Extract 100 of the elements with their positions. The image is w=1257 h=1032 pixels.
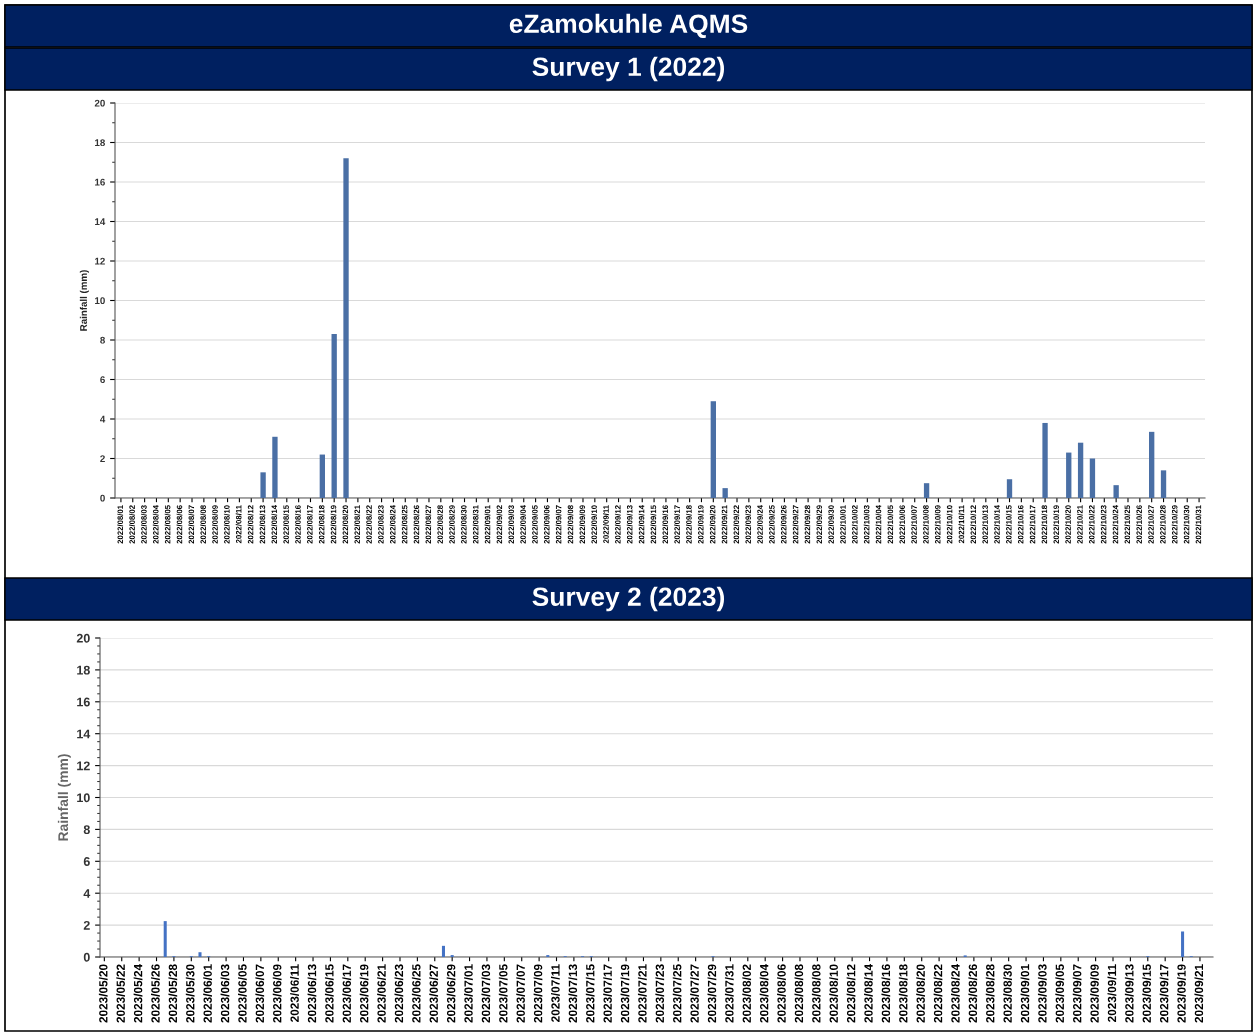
x-tick-label: 2023/06/23	[394, 964, 404, 1023]
y-tick-label: 16	[77, 697, 90, 707]
x-tick-label: 2023/07/29	[707, 964, 717, 1023]
y-tick-label: 0	[83, 952, 90, 962]
x-tick-label: 2023/06/15	[324, 964, 334, 1023]
x-tick-label: 2023/06/27	[429, 964, 439, 1023]
bar	[1113, 485, 1119, 498]
x-tick-label: 2023/07/11	[551, 964, 560, 1022]
x-tick-label: 2023/08/10	[829, 964, 839, 1023]
x-tick-label: 2023/08/08	[794, 964, 804, 1023]
bar	[1160, 470, 1167, 498]
y-tick-label: 2	[100, 455, 105, 463]
bar	[1006, 479, 1013, 498]
x-tick-label: 2023/06/29	[446, 964, 456, 1023]
bar	[1089, 458, 1096, 498]
y-axis-title: Rainfall (mm)	[79, 270, 89, 331]
x-tick-label: 2023/09/19	[1177, 964, 1186, 1023]
x-tick-label: 2023/07/01	[464, 964, 473, 1023]
x-tick-label: 2023/08/02	[742, 964, 752, 1023]
x-tick-label: 2023/05/28	[168, 964, 178, 1023]
x-tick-label: 2023/05/22	[116, 964, 126, 1023]
y-tick-label: 4	[100, 415, 106, 423]
x-tick-label: 2023/08/18	[898, 964, 908, 1023]
y-tick-label: 6	[83, 857, 90, 866]
x-tick-label: 2023/05/24	[133, 964, 143, 1023]
x-tick-label: 2023/07/13	[568, 964, 578, 1023]
bar	[441, 945, 445, 957]
x-tick-label: 2023/05/26	[151, 964, 160, 1023]
x-tick-label: 2023/06/21	[377, 964, 386, 1023]
y-tick-label: 8	[100, 336, 105, 344]
x-tick-label: 2023/06/01	[203, 964, 212, 1023]
bar	[1066, 452, 1072, 498]
y-tick-label: 10	[95, 297, 105, 305]
x-tick-label: 2023/08/04	[759, 964, 769, 1023]
chart-title: eZamokuhle AQMS	[509, 13, 748, 39]
x-tick-label: 2023/08/24	[950, 964, 960, 1023]
x-tick-label: 2023/09/07	[1072, 964, 1082, 1023]
x-tick-label: 2023/07/17	[603, 964, 612, 1023]
bar	[343, 158, 349, 498]
x-tick-label: 2023/06/11	[290, 964, 299, 1022]
x-tick-label: 2023/09/05	[1055, 964, 1065, 1023]
x-tick-label: 2023/07/31	[724, 964, 734, 1023]
bar	[331, 334, 337, 498]
x-tick-label: 2023/09/11	[1107, 964, 1117, 1022]
x-tick-label: 2023/06/09	[272, 964, 282, 1023]
x-tick-label: 2023/05/30	[185, 964, 195, 1023]
x-tick-label: 2023/07/03	[481, 964, 491, 1023]
x-tick-label: 2023/07/27	[690, 964, 699, 1023]
x-tick-label: 2023/07/05	[498, 964, 508, 1023]
x-tick-label: 2023/09/03	[1037, 964, 1047, 1023]
x-tick-label: 2023/09/15	[1142, 964, 1152, 1023]
y-tick-label: 6	[100, 376, 105, 384]
bar	[1077, 442, 1084, 498]
y-tick-label: 0	[100, 494, 105, 502]
bar	[198, 952, 202, 957]
y-tick-label: 16	[95, 178, 105, 186]
x-tick-label: 2023/08/30	[1003, 964, 1012, 1023]
y-tick-label: 18	[77, 665, 90, 675]
y-axis-title: Rainfall (mm)	[57, 754, 71, 841]
y-tick-label: 2	[83, 920, 90, 930]
x-tick-label: 2023/07/19	[620, 964, 630, 1023]
x-tick-label: 2023/08/28	[985, 964, 995, 1023]
x-tick-label: 2023/08/08	[811, 964, 821, 1023]
x-tick-label: 2023/07/09	[533, 964, 543, 1023]
bar	[272, 436, 278, 498]
x-tick-label: 2023/08/12	[846, 964, 856, 1023]
bar	[260, 472, 266, 498]
bar	[1042, 422, 1048, 498]
x-tick-label: 2023/09/17	[1159, 964, 1169, 1023]
bar	[163, 921, 167, 957]
bar	[722, 488, 728, 498]
x-tick-label: 2023/09/01	[1020, 964, 1030, 1023]
x-tick-label: 2023/08/06	[777, 964, 786, 1023]
x-tick-label: 2023/09/09	[1090, 964, 1099, 1023]
x-tick-label: 2023/06/07	[255, 964, 265, 1023]
x-tick-label: 2023/07/21	[637, 964, 647, 1023]
x-tick-label: 2023/06/25	[411, 964, 421, 1023]
x-tick-label: 2023/09/13	[1124, 964, 1134, 1023]
y-tick-label: 18	[95, 139, 105, 147]
x-tick-label: 2023/09/21	[1194, 964, 1204, 1023]
x-tick-label: 2023/05/20	[98, 964, 108, 1023]
x-tick-label: 2023/07/25	[672, 964, 682, 1023]
y-tick-label: 14	[95, 218, 106, 226]
chart-subtitle: Survey 1 (2022)	[532, 56, 725, 82]
x-tick-label: 2023/07/23	[655, 964, 665, 1023]
x-tick-label: 2023/08/20	[916, 964, 925, 1023]
x-tick-label: 2023/08/26	[968, 964, 978, 1023]
x-tick-label: 2023/06/03	[220, 964, 230, 1023]
x-tick-label: 2023/06/13	[307, 964, 317, 1023]
bar	[710, 401, 716, 498]
bar	[923, 483, 930, 498]
y-tick-label: 20	[94, 99, 105, 107]
x-tick-label: 2023/07/15	[585, 964, 595, 1023]
y-tick-label: 8	[83, 825, 90, 835]
y-tick-label: 10	[77, 793, 90, 803]
x-tick-label: 2023/08/14	[864, 964, 873, 1023]
y-tick-label: 12	[95, 257, 105, 265]
x-tick-label: 2023/06/05	[237, 964, 247, 1023]
bar	[1181, 931, 1185, 957]
bar	[1149, 431, 1155, 498]
